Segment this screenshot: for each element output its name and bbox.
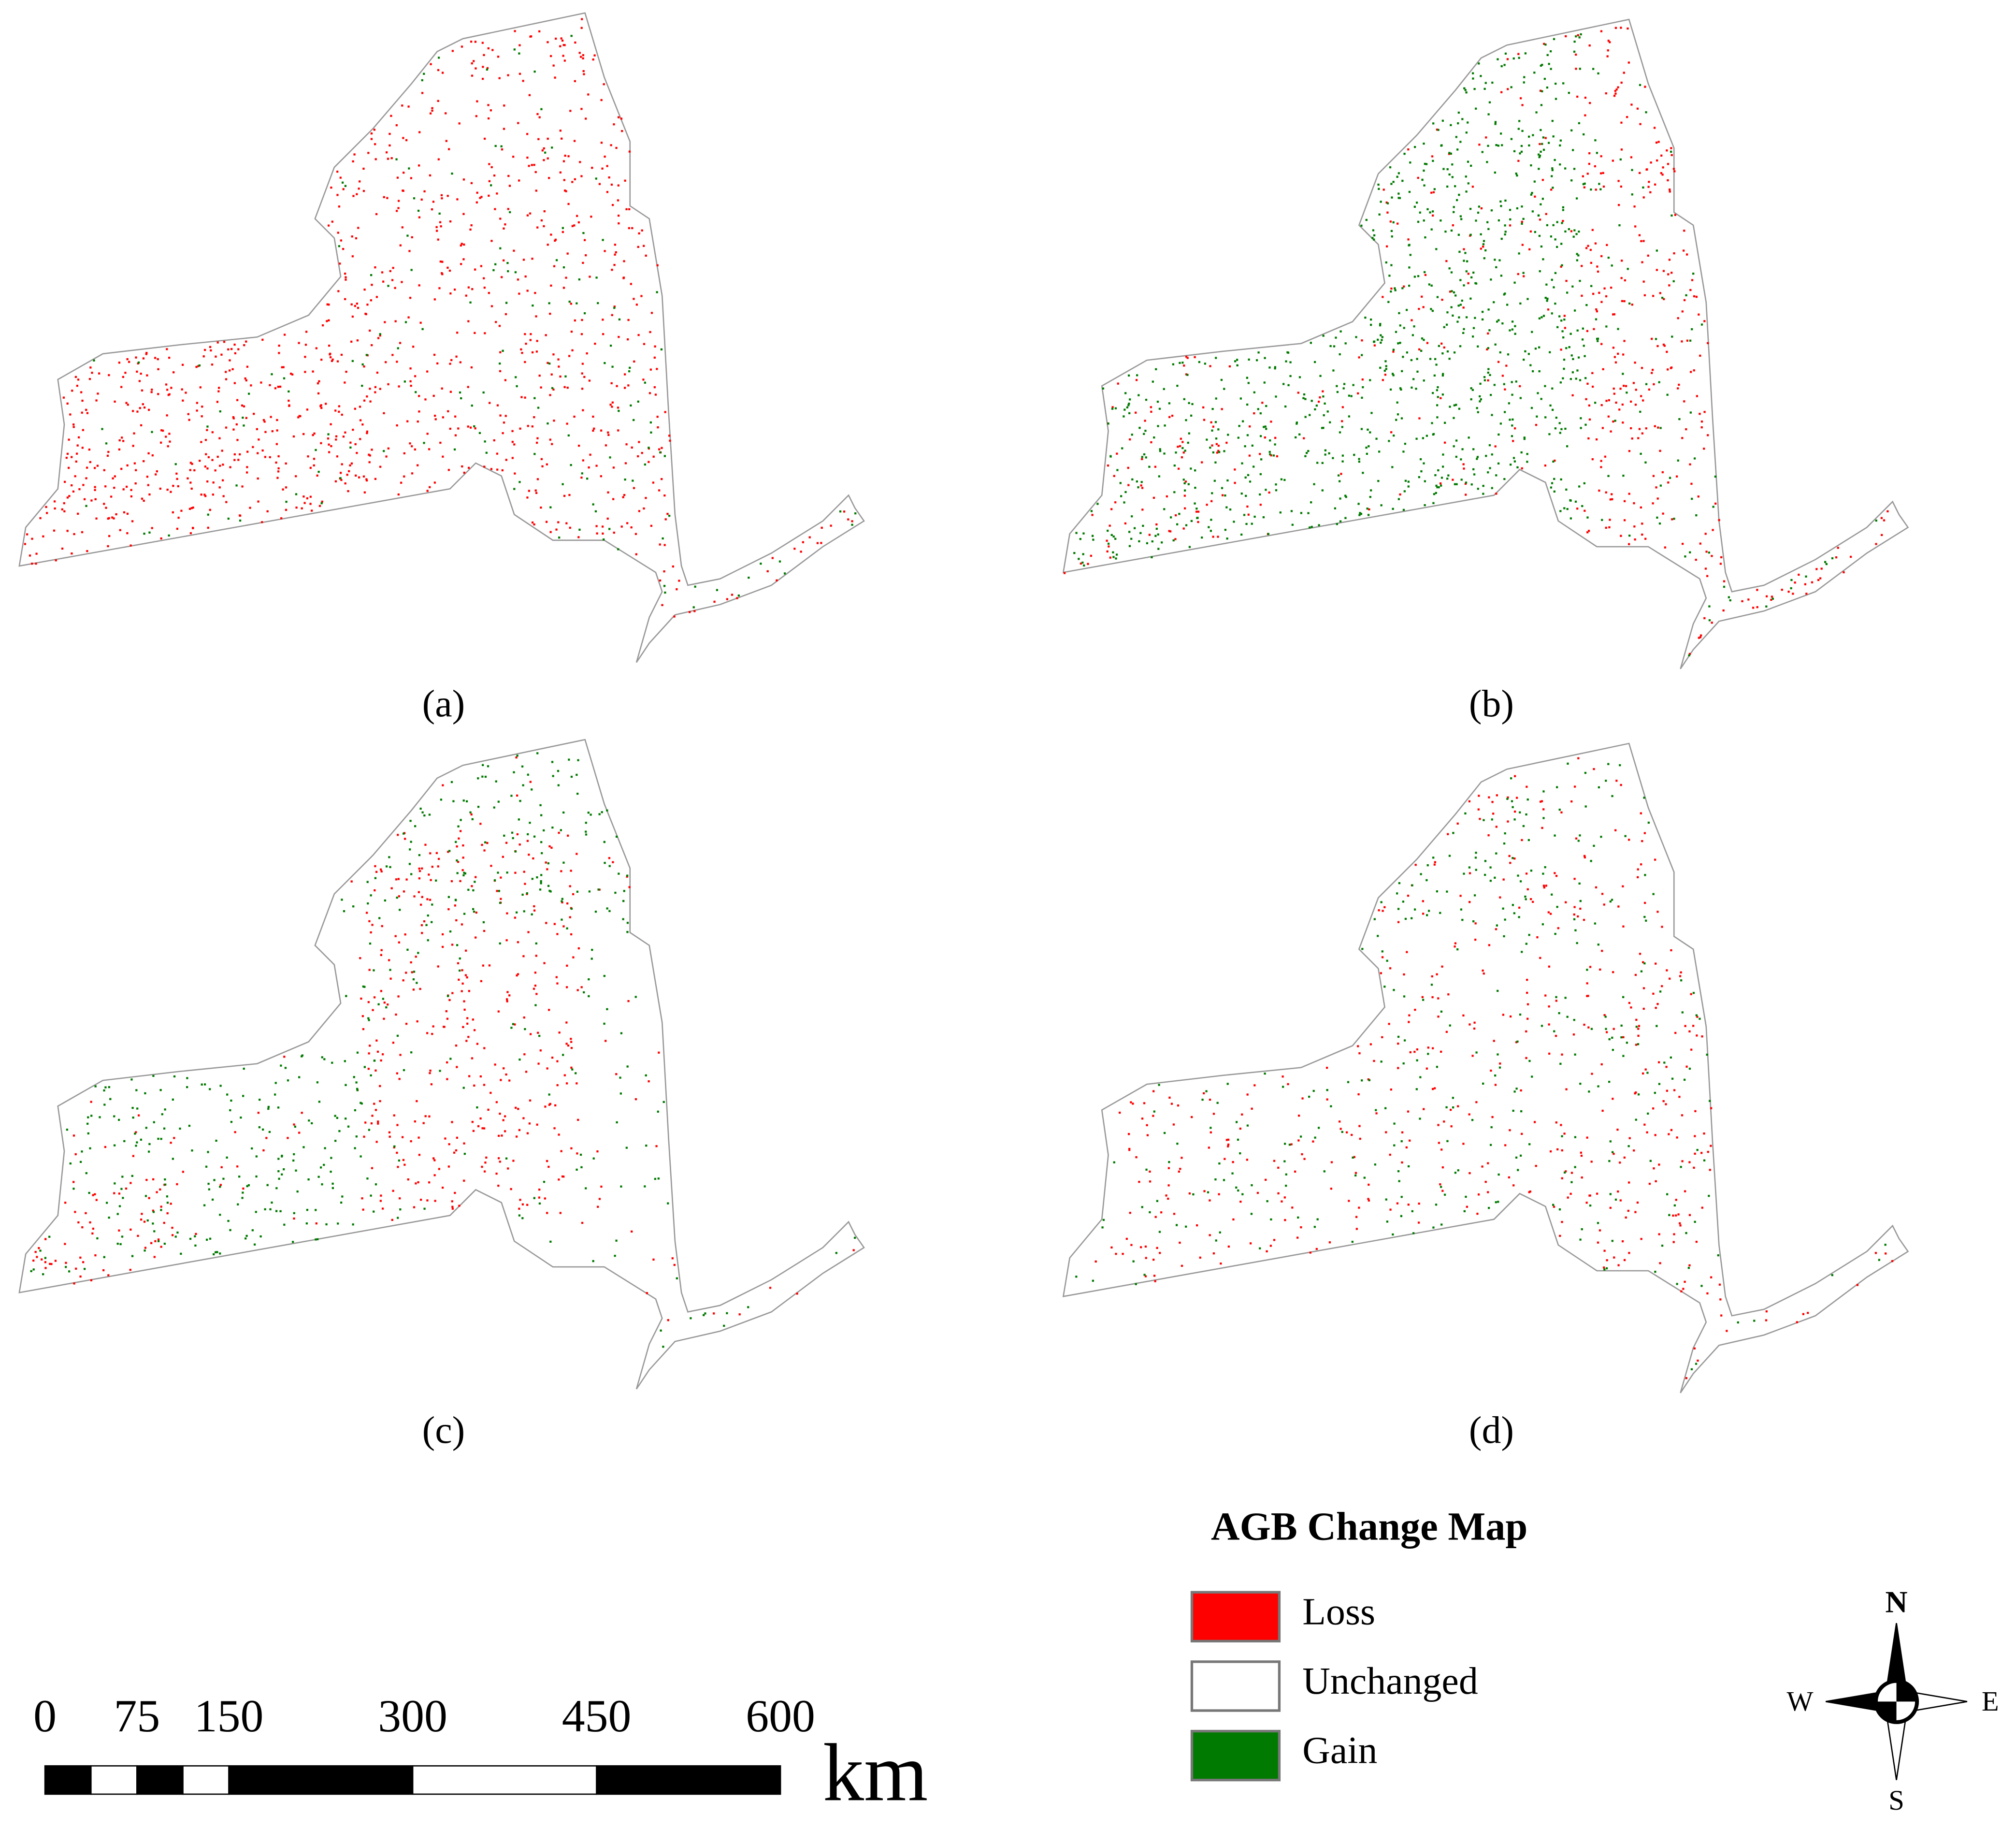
maps xyxy=(18,12,1909,1394)
state-map xyxy=(1062,18,1909,669)
scale-tick-label: 600 xyxy=(746,1690,815,1742)
panel-label: (c) xyxy=(422,1409,465,1452)
compass-w: W xyxy=(1786,1685,1814,1717)
scale-segment xyxy=(90,1765,138,1795)
state-outline xyxy=(18,12,865,663)
scale-tick-label: 150 xyxy=(194,1690,264,1742)
scale-segment xyxy=(412,1765,597,1795)
scale-segment xyxy=(182,1765,230,1795)
state-map xyxy=(18,12,865,663)
legend-swatch xyxy=(1190,1660,1281,1712)
scale-unit: km xyxy=(823,1727,928,1818)
scale-segment xyxy=(136,1765,184,1795)
scale-tick-label: 450 xyxy=(562,1690,632,1742)
panel-label: (b) xyxy=(1469,682,1514,725)
compass-e: E xyxy=(1982,1685,1999,1717)
state-map xyxy=(1062,742,1909,1394)
panel-label: (a) xyxy=(422,682,465,725)
legend-swatch xyxy=(1190,1729,1281,1782)
compass-s: S xyxy=(1888,1785,1904,1816)
state-outline xyxy=(1062,742,1909,1394)
legend: Loss Unchanged Gain xyxy=(1190,1590,1478,1782)
scale-segment xyxy=(596,1765,781,1795)
scale-segment xyxy=(228,1765,414,1795)
compass-n: N xyxy=(1885,1584,1907,1619)
legend-label: Gain xyxy=(1302,1729,1377,1772)
legend-swatch xyxy=(1190,1591,1281,1642)
state-map xyxy=(18,739,865,1390)
state-outline xyxy=(18,739,865,1390)
legend-title: AGB Change Map xyxy=(1211,1504,1527,1548)
scale-segment xyxy=(44,1765,92,1795)
panel-label: (d) xyxy=(1469,1409,1514,1452)
compass-ring xyxy=(1875,1681,1917,1722)
scale-tick-label: 75 xyxy=(114,1690,160,1742)
legend-label: Loss xyxy=(1302,1590,1375,1633)
legend-label: Unchanged xyxy=(1302,1660,1478,1702)
scale-tick-label: 0 xyxy=(33,1690,57,1742)
compass: N S W E xyxy=(1786,1584,1999,1816)
scale-tick-label: 300 xyxy=(378,1690,447,1742)
